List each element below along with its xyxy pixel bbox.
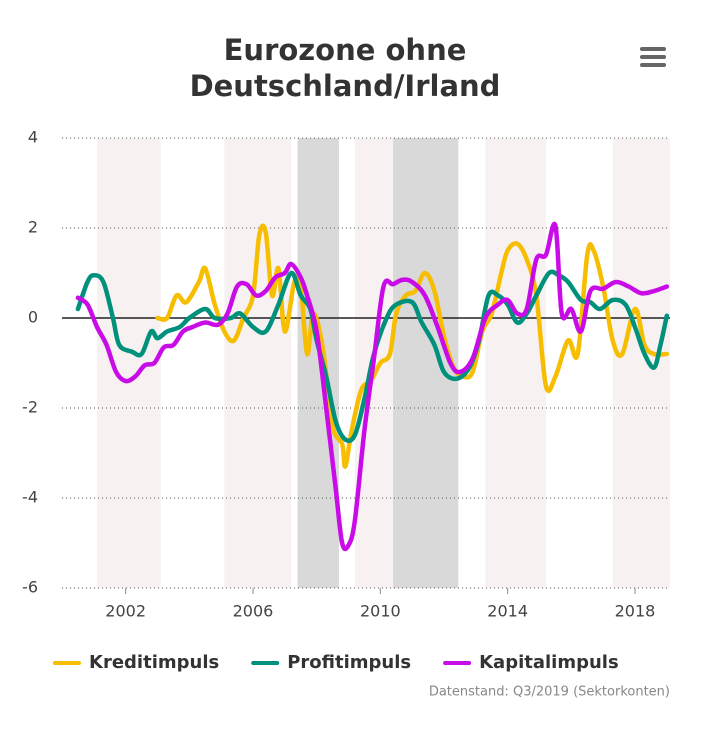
shaded-region	[485, 138, 546, 588]
y-tick-label: 2	[28, 218, 38, 237]
y-tick-label: -2	[22, 398, 38, 417]
menu-button[interactable]	[638, 46, 668, 68]
shaded-regions	[97, 138, 670, 588]
legend-label: Kreditimpuls	[89, 652, 219, 673]
menu-bar	[640, 63, 666, 67]
series-line	[155, 223, 670, 469]
lines	[75, 221, 670, 552]
y-tick-label: -4	[22, 488, 38, 507]
source-note: Datenstand: Q3/2019 (Sektorkonten)	[429, 685, 670, 700]
x-tick-label: 2014	[487, 602, 528, 621]
labels: -6 -4 -2 0 2 4 2002 2006 2010 2014 2018	[22, 128, 655, 621]
shaded-region	[297, 138, 339, 588]
menu-bar	[640, 55, 666, 59]
legend-label: Kapitalimpuls	[479, 652, 619, 673]
y-tick-label: -6	[22, 578, 38, 597]
chart-title: Deutschland/Irland	[190, 69, 501, 103]
menu-bar	[640, 47, 666, 51]
shaded-region	[393, 138, 459, 588]
x-tick-label: 2010	[360, 602, 401, 621]
series-line	[75, 269, 670, 444]
y-tick-label: 4	[28, 128, 38, 147]
series-line	[75, 221, 670, 552]
x-tick-label: 2002	[105, 602, 146, 621]
x-tick-label: 2018	[615, 602, 656, 621]
legend: Kreditimpuls Profitimpuls Kapitalimpuls	[53, 652, 619, 673]
shaded-region	[612, 138, 670, 588]
shaded-region	[224, 138, 292, 588]
chart-title: Eurozone ohne	[224, 33, 467, 67]
y-tick-label: 0	[28, 308, 38, 327]
x-tick-label: 2006	[233, 602, 274, 621]
legend-label: Profitimpuls	[287, 652, 411, 673]
